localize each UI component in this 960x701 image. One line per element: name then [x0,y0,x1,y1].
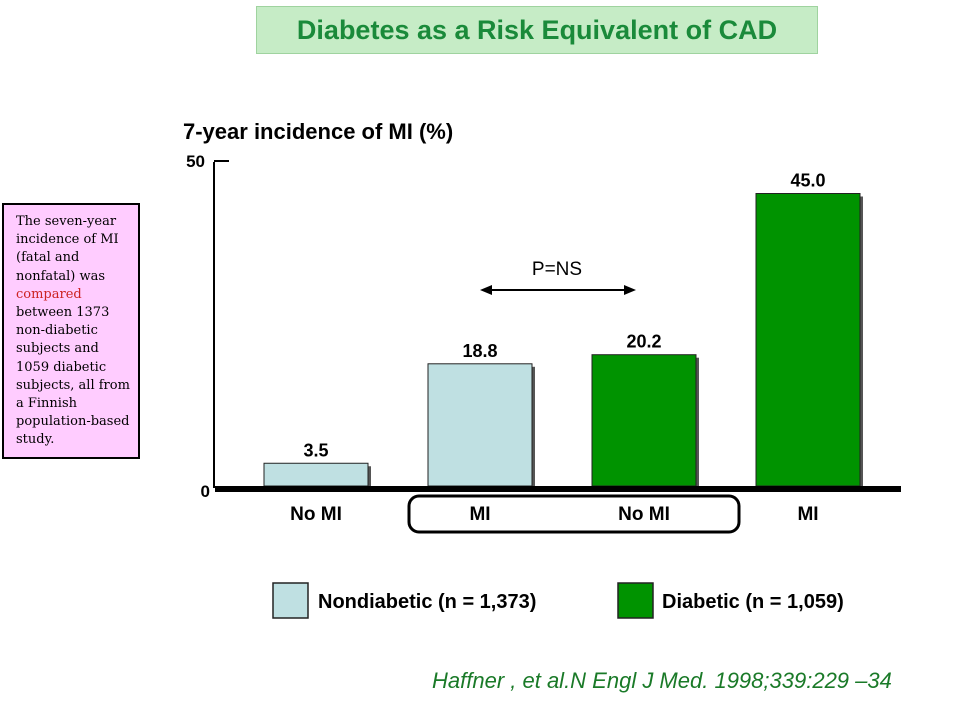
bar-value-label: 3.5 [303,440,328,460]
note-text-1: The seven-year incidence of MI (fatal an… [16,214,119,284]
bar-labels: 3.5 No MI 18.8 MI 20.2 No MI 45.0 MI [290,171,825,526]
note-highlight: compared [16,286,82,302]
chart-title: 7-year incidence of MI (%) [183,119,453,144]
mi-comparison-bracket [407,494,741,534]
bar [591,354,697,487]
bars [263,193,863,489]
x-axis [215,486,901,492]
category-label: No MI [618,504,670,525]
chart-axes: 50 0 [186,152,229,501]
category-label: MI [797,504,818,525]
legend: Nondiabetic (n = 1,373) Diabetic (n = 1,0… [272,582,844,619]
y-tick-label-0: 0 [201,482,210,501]
bar-value-label: 18.8 [462,341,497,361]
study-note: The seven-year incidence of MI (fatal an… [2,203,140,459]
legend-label: Nondiabetic (n = 1,373) [318,591,536,613]
bar [427,363,533,487]
bar-value-label: 45.0 [790,171,825,191]
pns-label: P=NS [532,259,582,280]
arrow-right-head [624,285,636,295]
page-title: Diabetes as a Risk Equivalent of CAD [256,6,818,54]
pns-annotation: P=NS [480,259,636,295]
bar-value-label: 20.2 [626,332,661,352]
legend-swatch [617,582,654,619]
bar [263,462,369,487]
legend-label: Diabetic (n = 1,059) [662,591,844,613]
citation: Haffner , et al.N Engl J Med. 1998;339:2… [432,668,892,693]
category-label: MI [469,504,490,525]
category-label: No MI [290,504,342,525]
legend-swatch [272,582,309,619]
y-tick-label-50: 50 [186,152,205,171]
arrow-left-head [480,285,492,295]
bar [755,193,861,487]
note-text-2: between 1373 non-diabetic subjects and 1… [16,305,130,448]
